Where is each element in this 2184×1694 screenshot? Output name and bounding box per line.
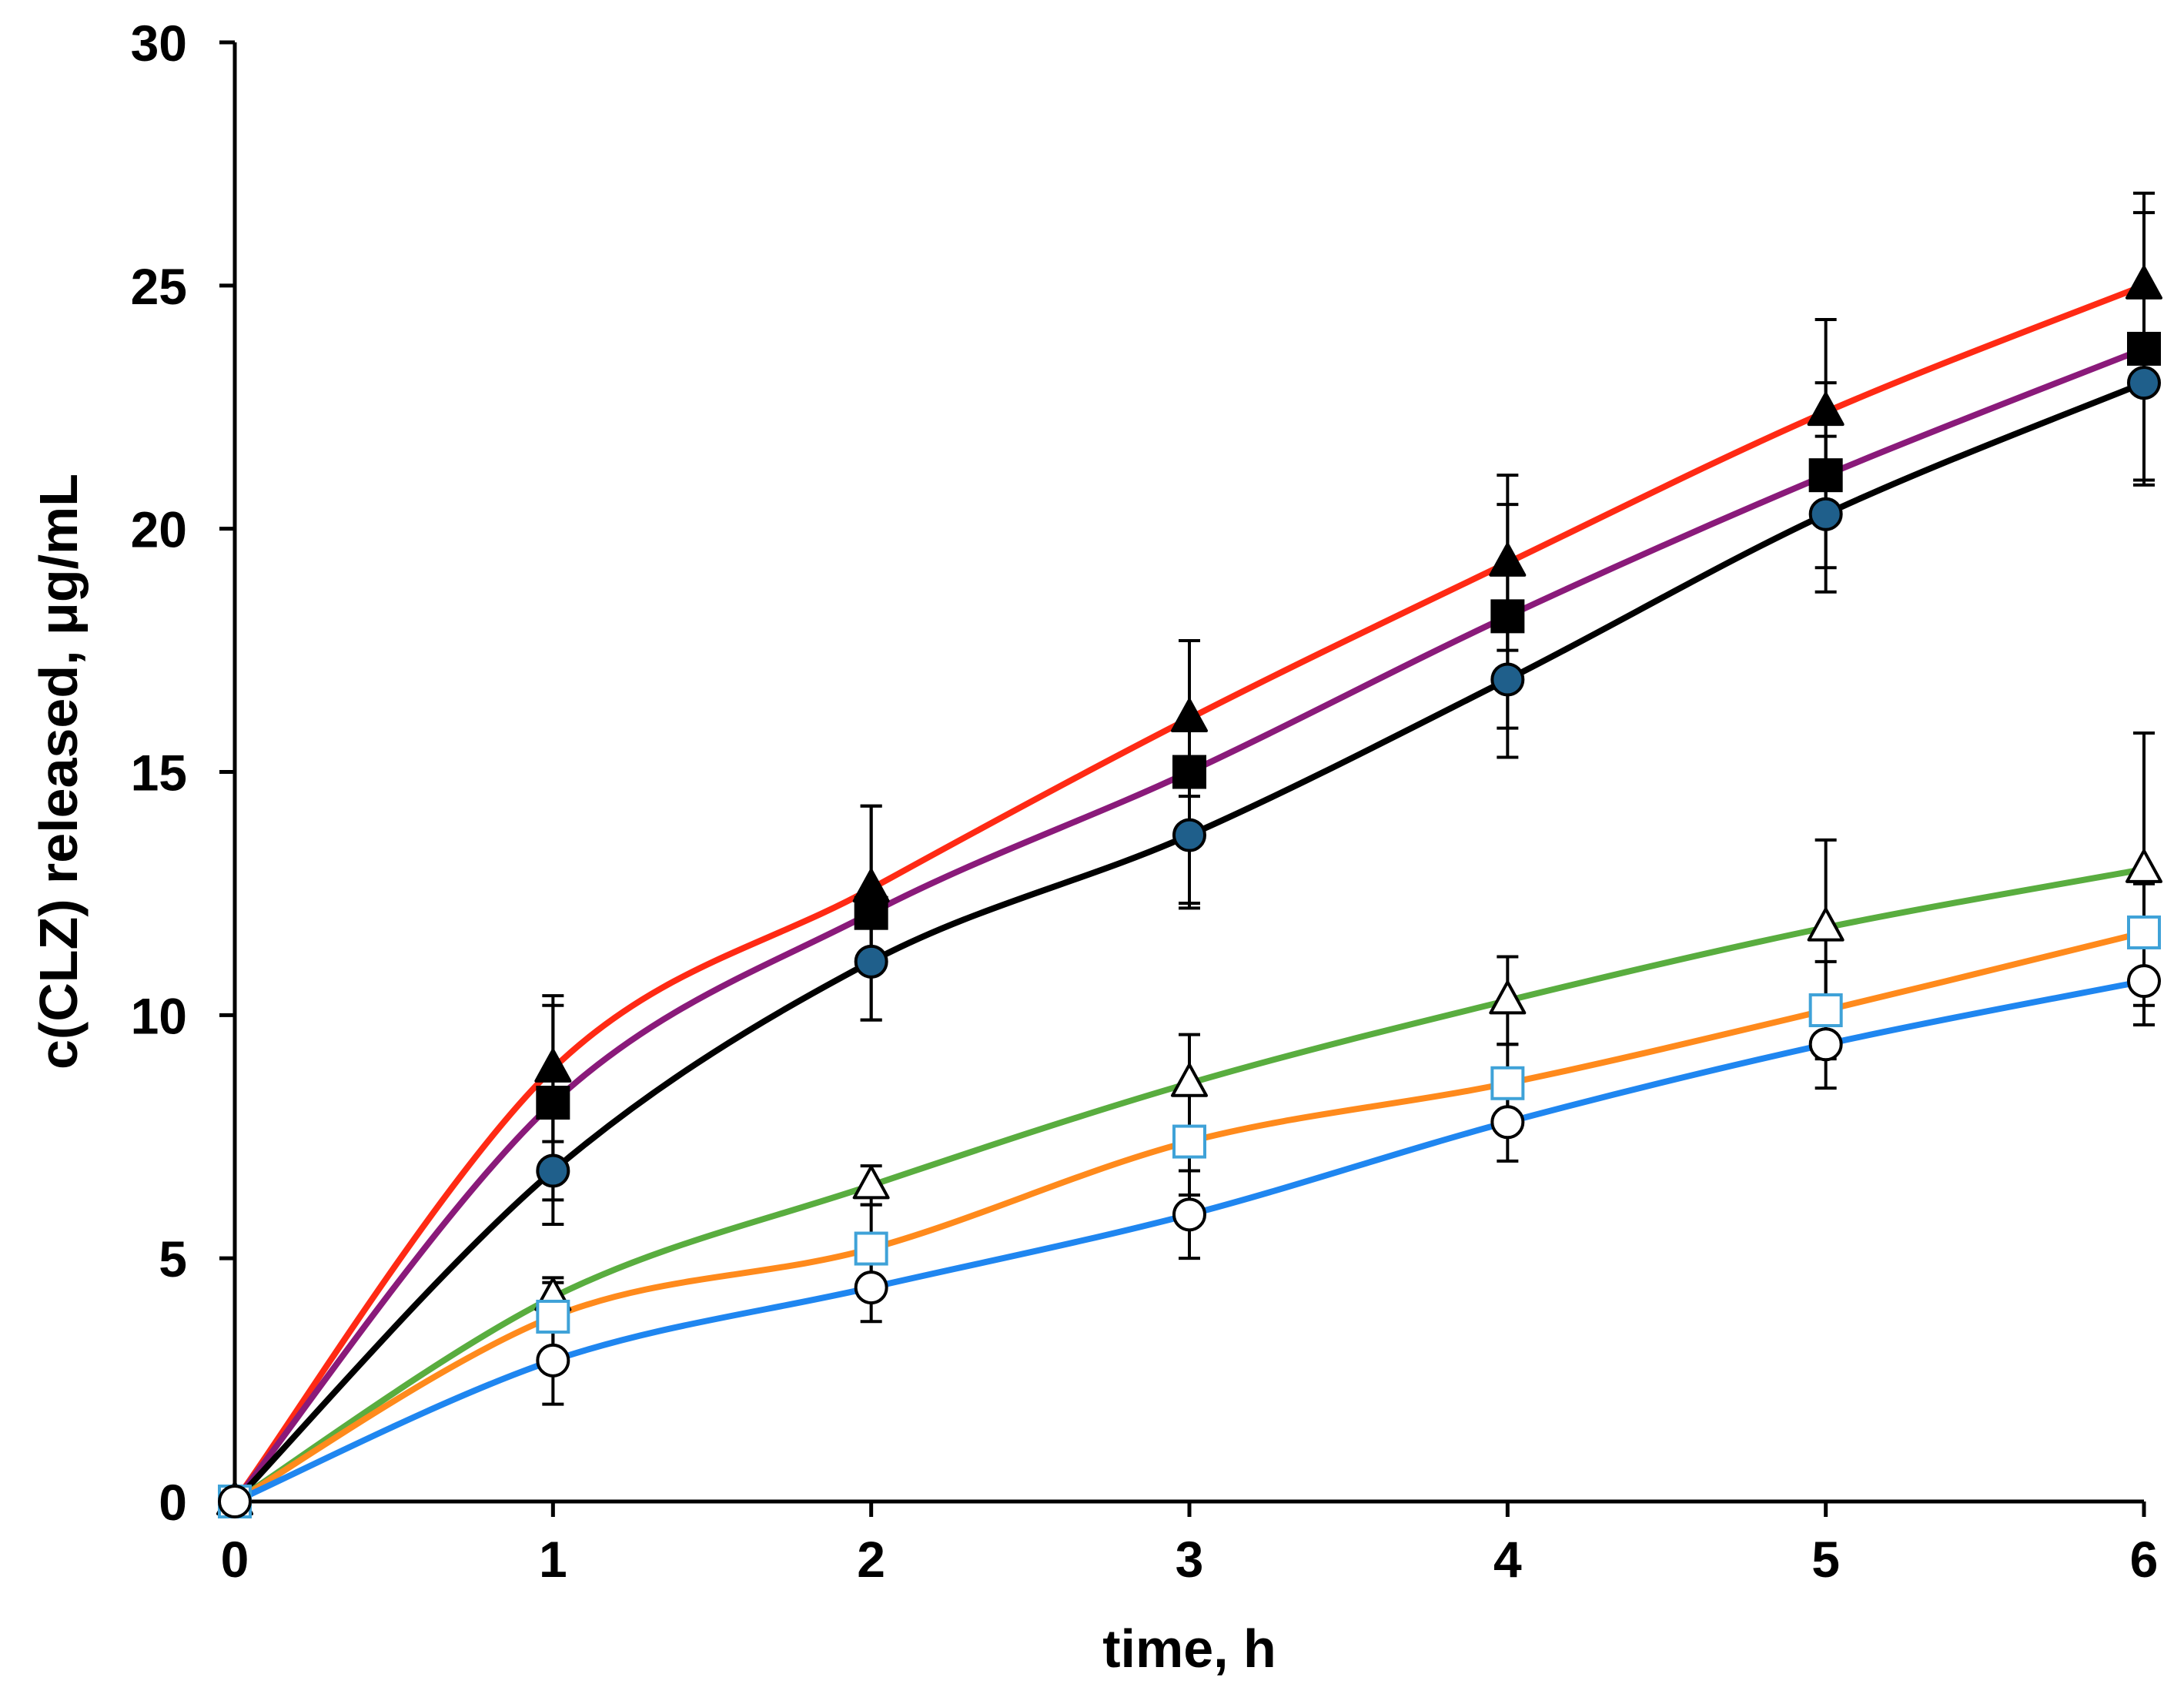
data-point-open-circle bbox=[2127, 964, 2161, 999]
y-axis-title: c(CLZ) released, μg/mL bbox=[28, 474, 89, 1070]
data-point-open-triangle bbox=[1171, 1063, 1208, 1097]
x-axis-title: time, h bbox=[1102, 1619, 1276, 1679]
data-point-open-square bbox=[1172, 1124, 1206, 1159]
data-point-open-circle bbox=[1490, 1105, 1525, 1140]
x-tick-label: 4 bbox=[1493, 1531, 1522, 1588]
data-point-open-square bbox=[854, 1231, 888, 1266]
x-tick-label: 3 bbox=[1176, 1531, 1204, 1588]
data-point-filled-triangle bbox=[1807, 392, 1845, 427]
x-tick-label: 2 bbox=[857, 1531, 885, 1588]
data-point-filled-square bbox=[2127, 331, 2161, 366]
data-point-open-triangle bbox=[852, 1165, 890, 1200]
data-point-filled-square bbox=[536, 1086, 570, 1120]
x-tick-label: 0 bbox=[221, 1531, 249, 1588]
data-point-filled-triangle bbox=[534, 1048, 572, 1083]
data-point-filled-square bbox=[1490, 599, 1525, 634]
data-point-open-square bbox=[1490, 1066, 1525, 1100]
y-tick-label: 0 bbox=[159, 1474, 187, 1531]
data-point-filled-circle bbox=[1172, 818, 1206, 852]
series-markers bbox=[216, 265, 2162, 1518]
data-point-open-circle bbox=[218, 1485, 252, 1518]
data-point-filled-circle bbox=[1808, 497, 1843, 531]
data-point-open-triangle bbox=[1807, 907, 1845, 942]
x-tick-label: 6 bbox=[2130, 1531, 2159, 1588]
y-tick-label: 25 bbox=[131, 258, 187, 315]
data-point-open-triangle bbox=[1489, 980, 1527, 1015]
y-tick-label: 5 bbox=[159, 1230, 187, 1287]
data-point-open-square bbox=[1808, 993, 1843, 1028]
data-point-filled-circle bbox=[1490, 662, 1525, 697]
data-point-filled-triangle bbox=[1489, 542, 1527, 577]
y-tick-label: 15 bbox=[131, 745, 187, 802]
y-tick-label: 30 bbox=[131, 15, 187, 72]
data-point-open-circle bbox=[536, 1343, 570, 1378]
axis-ticks: 0 1 2 3 4 5 6 0 5 10 15 20 25 30 bbox=[131, 15, 2159, 1588]
y-tick-label: 20 bbox=[131, 501, 187, 558]
x-tick-label: 5 bbox=[1811, 1531, 1840, 1588]
data-point-open-square bbox=[536, 1299, 570, 1334]
data-point-filled-triangle bbox=[1171, 698, 1208, 733]
y-tick-label: 10 bbox=[131, 987, 187, 1044]
data-point-filled-triangle bbox=[2125, 265, 2162, 300]
data-point-open-triangle bbox=[2125, 849, 2162, 883]
data-point-open-circle bbox=[854, 1270, 888, 1305]
data-point-filled-circle bbox=[536, 1153, 570, 1188]
data-point-filled-square bbox=[854, 896, 888, 930]
data-point-filled-circle bbox=[854, 944, 888, 979]
data-point-open-square bbox=[2127, 915, 2161, 949]
data-point-filled-square bbox=[1172, 755, 1206, 789]
x-tick-label: 1 bbox=[539, 1531, 567, 1588]
data-point-filled-circle bbox=[2127, 366, 2161, 400]
data-point-open-circle bbox=[1808, 1027, 1843, 1062]
data-point-filled-square bbox=[1808, 458, 1843, 493]
data-point-open-circle bbox=[1172, 1197, 1206, 1232]
